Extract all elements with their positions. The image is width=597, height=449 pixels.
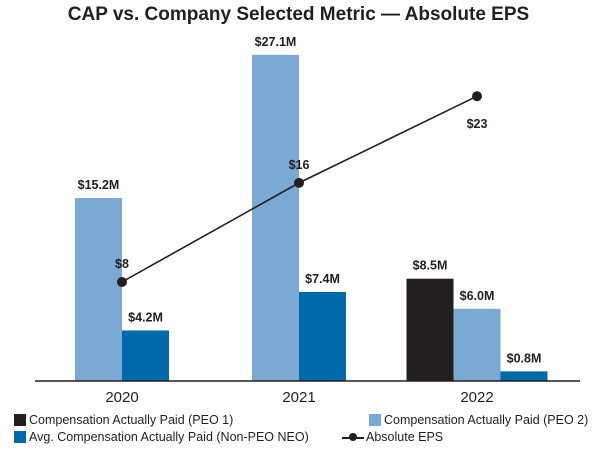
chart-title: CAP vs. Company Selected Metric — Absolu… <box>67 4 530 25</box>
legend-label-peo2: Compensation Actually Paid (PEO 2) <box>384 413 589 427</box>
bar-label-2021-series-1: $27.1M <box>255 35 297 49</box>
eps-point-2020 <box>117 276 127 287</box>
bar-label-2021-series-2: $7.4M <box>305 272 340 286</box>
x-tick-label-2022: 2022 <box>460 389 493 406</box>
x-tick-label-2021: 2021 <box>282 389 315 406</box>
bar-2022-series-0 <box>406 278 454 381</box>
legend-label-non-peo: Avg. Compensation Actually Paid (Non-PEO… <box>29 430 309 444</box>
bar-2021-series-1 <box>252 54 299 381</box>
bar-2022-series-1 <box>453 308 501 381</box>
legend-item-eps: Absolute EPS <box>342 430 443 444</box>
legend-item-peo1: Compensation Actually Paid (PEO 1) <box>14 413 233 427</box>
legend-label-peo1: Compensation Actually Paid (PEO 1) <box>29 413 234 427</box>
eps-point-2022 <box>472 91 482 102</box>
eps-label-2020: $8 <box>115 257 129 271</box>
x-tick-layer: 2020 2021 2022 <box>105 389 493 406</box>
bar-label-2022-series-2: $0.8M <box>507 351 542 365</box>
bars-layer: $8.5M $15.2M $27.1M $6.0M $4.2M $7.4M $0.8M <box>75 35 548 381</box>
legend-item-non-peo: Avg. Compensation Actually Paid (Non-PEO… <box>14 430 309 444</box>
eps-line-layer: $8 $16 $23 <box>115 91 487 287</box>
bar-label-2020-series-1: $15.2M <box>78 178 120 192</box>
bar-2021-series-2 <box>299 291 346 381</box>
bar-2020-series-1 <box>75 198 122 381</box>
eps-label-2021: $16 <box>289 158 310 172</box>
eps-line <box>121 95 478 283</box>
legend-line-marker-eps <box>342 431 364 443</box>
x-tick-label-2020: 2020 <box>105 389 138 406</box>
bar-label-2022-series-0: $8.5M <box>413 259 448 273</box>
bar-label-2022-series-1: $6.0M <box>460 289 495 303</box>
legend-label-eps: Absolute EPS <box>366 430 444 444</box>
bar-2022-series-2 <box>500 371 548 381</box>
bar-2020-series-2 <box>122 330 169 381</box>
legend-swatch-non-peo <box>14 431 26 443</box>
legend-swatch-peo2 <box>369 414 381 426</box>
eps-label-2022: $23 <box>467 117 488 131</box>
legend-item-peo2: Compensation Actually Paid (PEO 2) <box>369 413 588 427</box>
bar-label-2020-series-2: $4.2M <box>128 310 163 324</box>
legend-swatch-peo1 <box>14 414 26 426</box>
eps-point-2021 <box>294 177 304 188</box>
